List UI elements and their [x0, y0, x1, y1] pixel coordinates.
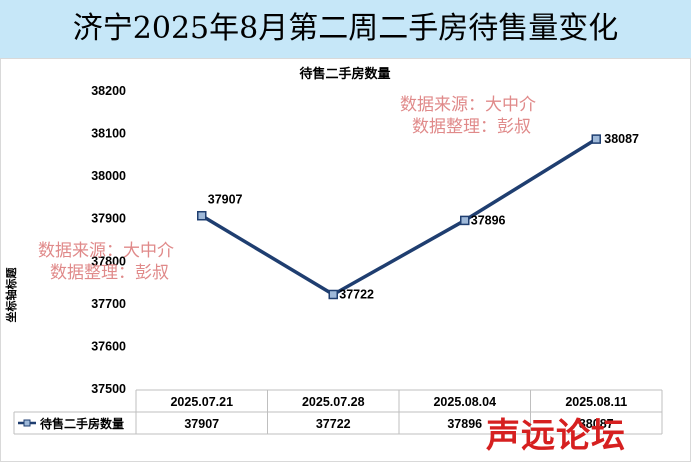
y-tick-label: 37500	[91, 382, 126, 396]
table-value-cell: 37722	[316, 417, 351, 431]
y-axis-title: 坐标轴标题	[4, 267, 18, 323]
series-line-group	[197, 134, 601, 300]
watermark-line-1: 数据来源：大中介	[38, 241, 174, 261]
x-category-label: 2025.07.28	[302, 395, 365, 409]
data-label: 37896	[471, 213, 506, 227]
watermark-left: 数据来源：大中介 数据整理：彭叔	[38, 240, 174, 284]
data-label-group: 37907 37722 37896 38087	[208, 132, 639, 301]
y-tick-label: 38200	[91, 84, 126, 98]
legend-series-name: 待售二手房数量	[40, 416, 124, 431]
y-tick-label: 38100	[91, 127, 126, 141]
y-tick-label: 37900	[91, 212, 126, 226]
x-category-label: 2025.08.04	[433, 395, 496, 409]
y-tick-label: 38000	[91, 169, 126, 183]
data-point-marker	[460, 215, 470, 226]
data-point-marker	[591, 134, 601, 144]
data-point-marker	[197, 210, 207, 221]
table-value-cell: 37907	[184, 417, 219, 431]
watermark-line-2: 数据整理：彭叔	[412, 117, 531, 137]
line-chart: 待售二手房数量 坐标轴标题 37500376003770037800379003…	[0, 58, 691, 462]
page-title: 济宁2025年8月第二周二手房待售量变化	[72, 11, 619, 46]
table-value-cell: 38087	[579, 417, 614, 431]
chart-title: 待售二手房数量	[298, 66, 390, 82]
data-point-marker	[328, 289, 338, 300]
site-logo: 声远论坛	[486, 414, 691, 462]
x-category-label: 2025.07.21	[170, 395, 233, 409]
legend-marker-key	[23, 419, 31, 427]
data-label: 37907	[208, 193, 243, 207]
watermark-line-1: 数据来源：大中介	[400, 95, 536, 115]
y-tick-label: 37800	[91, 254, 126, 268]
table-value-cell: 37896	[447, 417, 482, 431]
watermark-line-2: 数据整理：彭叔	[50, 263, 169, 283]
data-label: 37722	[339, 287, 374, 301]
x-category-label: 2025.08.11	[565, 395, 627, 409]
y-axis: 37500 37600 37700 37800 37900 38000 38100 38200	[91, 84, 126, 396]
data-label: 38087	[604, 132, 639, 146]
series-line	[200, 137, 598, 297]
watermark-top-right: 数据来源：大中介 数据整理：彭叔	[400, 94, 536, 138]
y-tick-label: 37700	[91, 297, 126, 311]
logo-text: 声远论坛	[486, 416, 626, 456]
title-banner	[0, 0, 691, 58]
data-table: 2025.07.21 2025.07.28 2025.08.04 2025.08.11…	[13, 389, 663, 435]
y-tick-label: 37600	[91, 339, 126, 353]
